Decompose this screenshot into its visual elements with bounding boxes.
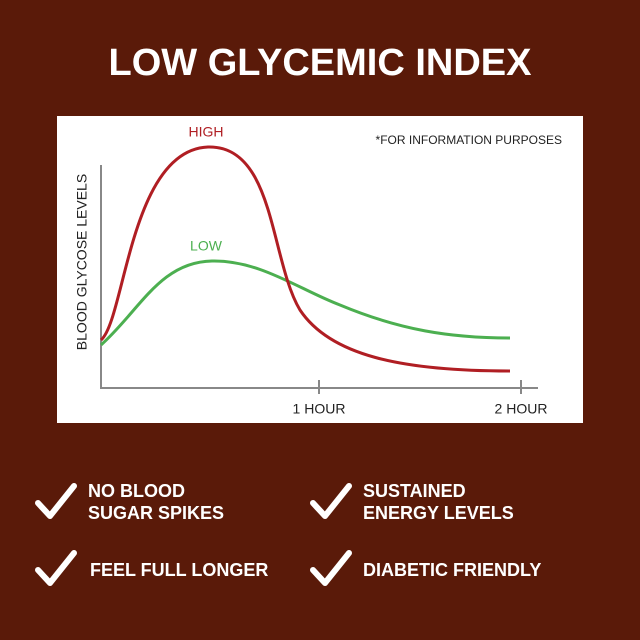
curve-label: LOW [190,238,223,254]
low-curve [99,259,511,347]
benefit-text: DIABETIC FRIENDLY [363,560,541,580]
benefit-text: SUSTAINED [363,481,466,501]
title: LOW GLYCEMIC INDEX [109,42,533,84]
x-label: 2 HOUR [495,401,548,417]
axes [100,165,538,394]
note: *FOR INFORMATION PURPOSES [376,133,562,147]
x-label: 1 HOUR [293,401,346,417]
high-curve [99,145,511,373]
benefit-text: FEEL FULL LONGER [90,560,268,580]
checkmarks [35,483,352,586]
benefit-text: ENERGY LEVELS [363,503,514,523]
curve-label: HIGH [189,124,224,140]
chart-panel [57,116,583,423]
benefit-text: SUGAR SPIKES [88,503,224,523]
y-axis-label: BLOOD GLYCOSE LEVELS [74,174,90,350]
benefit-text: NO BLOOD [88,481,185,501]
